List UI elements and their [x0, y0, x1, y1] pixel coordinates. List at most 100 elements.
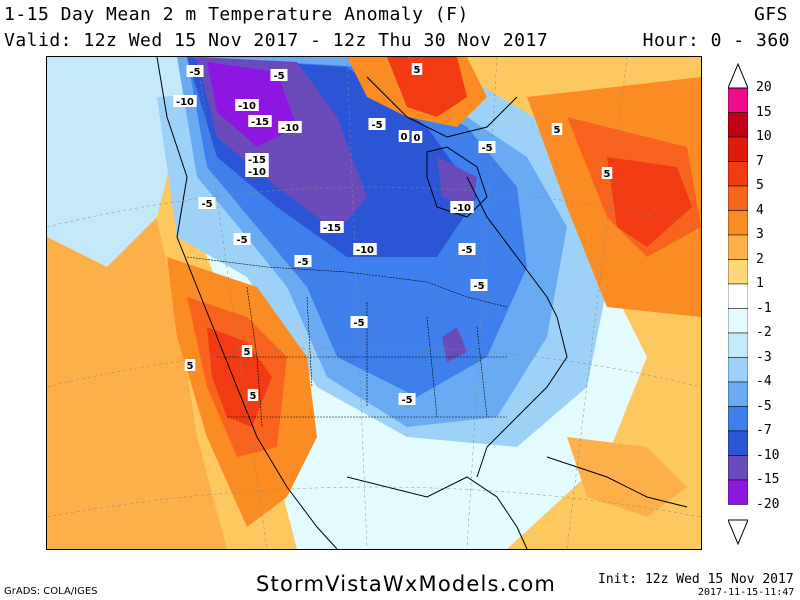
midwest-purple [442, 327, 467, 362]
contour-label: -15 [245, 153, 269, 166]
contour-label: 5 [411, 63, 423, 76]
colorbar-bin [728, 357, 748, 383]
colorbar-bin [728, 479, 748, 505]
colorbar-bin [728, 210, 748, 236]
colorbar-label: -10 [756, 447, 780, 463]
svg-text:-10: -10 [281, 123, 299, 134]
colorbar-bin [728, 406, 748, 432]
init-time: Init: 12z Wed 15 Nov 2017 [598, 572, 794, 587]
contour-label: -5 [350, 316, 368, 329]
contour-label: 0 [411, 131, 423, 144]
software-credit: GrADS: COLA/IGES [4, 586, 98, 597]
contour-label: -5 [186, 65, 204, 78]
colorbar-label: -4 [756, 374, 772, 389]
svg-text:5: 5 [244, 347, 251, 358]
svg-text:-5: -5 [236, 235, 247, 246]
colorbar-label: 3 [756, 227, 764, 242]
svg-text:-15: -15 [251, 117, 269, 128]
contour-label: -5 [478, 141, 496, 154]
colorbar-bin [728, 161, 748, 187]
colorbar-bin [728, 283, 748, 309]
colorbar-label: 2 [756, 251, 764, 267]
forecast-hour-range: Hour: 0 - 360 [642, 30, 790, 51]
contour-label: -5 [198, 197, 216, 210]
contour-label: -5 [398, 393, 416, 406]
svg-text:-5: -5 [297, 257, 308, 268]
contour-labels: -5-10-5-10-15-10-15-10-50-5555-5-10-15-1… [173, 63, 613, 406]
contour-label: -10 [353, 243, 377, 256]
colorbar-label: 5 [756, 178, 764, 193]
svg-text:-15: -15 [248, 155, 266, 166]
svg-text:-15: -15 [323, 223, 341, 234]
colorbar-label: -20 [756, 496, 780, 512]
colorbar-bin [728, 430, 748, 456]
colorbar-bin [728, 112, 748, 138]
svg-text:-5: -5 [273, 71, 284, 82]
model-name: GFS [753, 4, 788, 25]
hudson-purple [437, 157, 477, 207]
contour-label: 5 [247, 389, 259, 402]
contour-label: 0 [398, 130, 410, 143]
contour-label: -15 [248, 115, 272, 128]
political-borders [186, 256, 508, 428]
lat-lon-grid [47, 57, 701, 549]
svg-text:-5: -5 [201, 199, 212, 210]
contour-label: -15 [320, 221, 344, 234]
colorbar-label: 1 [756, 276, 764, 291]
contour-label: -5 [270, 69, 288, 82]
contour-label: -5 [368, 118, 386, 131]
colorbar-bottom-arrow [728, 519, 748, 546]
creation-timestamp: 2017-11-15-11:47 [698, 587, 795, 598]
valid-period: Valid: 12z Wed 15 Nov 2017 - 12z Thu 30 … [4, 30, 549, 51]
svg-text:5: 5 [554, 125, 561, 136]
svg-text:-10: -10 [238, 101, 256, 112]
contour-label: -10 [278, 121, 302, 134]
colorbar-bin [728, 259, 748, 285]
color-scale-bar [728, 62, 748, 546]
temperature-anomaly-map: -5 -10 -5 -10 -15 -10 -15 -10 -5 0 -5 5 5 5 -5 -10 -15 -1… [46, 56, 702, 550]
colorbar-top-arrow [728, 62, 748, 89]
contour-label: -10 [235, 99, 259, 112]
contour-label: 5 [551, 123, 563, 136]
colorbar-label: -7 [756, 423, 772, 438]
colorbar-bin [728, 455, 748, 481]
colorbar-bin [728, 332, 748, 358]
svg-text:-5: -5 [189, 67, 200, 78]
svg-text:0: 0 [414, 133, 421, 144]
colorbar-bin [728, 185, 748, 211]
svg-text:-10: -10 [356, 245, 374, 256]
colorbar-bin [728, 136, 748, 162]
contour-label: -5 [458, 243, 476, 256]
colorbar-label: 10 [756, 129, 772, 144]
map-title: 1-15 Day Mean 2 m Temperature Anomaly (F… [4, 4, 469, 25]
contour-label: -10 [173, 95, 197, 108]
svg-text:5: 5 [414, 65, 421, 76]
colorbar-label: 15 [756, 104, 772, 120]
svg-text:-10: -10 [176, 97, 194, 108]
colorbar-bin [728, 381, 748, 407]
svg-text:-5: -5 [481, 143, 492, 154]
contour-label: 5 [184, 359, 196, 372]
contour-label: -5 [294, 255, 312, 268]
svg-text:-5: -5 [371, 120, 382, 131]
svg-text:-10: -10 [248, 167, 266, 178]
colorbar-label: -1 [756, 300, 772, 316]
svg-text:5: 5 [187, 361, 194, 372]
svg-text:-10: -10 [453, 203, 471, 214]
svg-text:-5: -5 [473, 281, 484, 292]
svg-text:5: 5 [250, 391, 257, 402]
contour-label: -5 [470, 279, 488, 292]
svg-text:-5: -5 [401, 395, 412, 406]
svg-text:-5: -5 [353, 318, 364, 329]
contour-label: 5 [241, 345, 253, 358]
atlantic-red-core [607, 157, 692, 247]
colorbar-label: 7 [756, 153, 764, 169]
colorbar-label: -3 [756, 349, 772, 365]
colorbar-label: -5 [756, 398, 772, 414]
colorbar-label: -15 [756, 472, 780, 487]
contour-label: -10 [245, 165, 269, 178]
greenland-hot [387, 57, 467, 117]
colorbar-bin [728, 308, 748, 334]
website-name: StormVistaWxModels.com [256, 572, 557, 596]
colorbar-label: 4 [756, 202, 764, 218]
